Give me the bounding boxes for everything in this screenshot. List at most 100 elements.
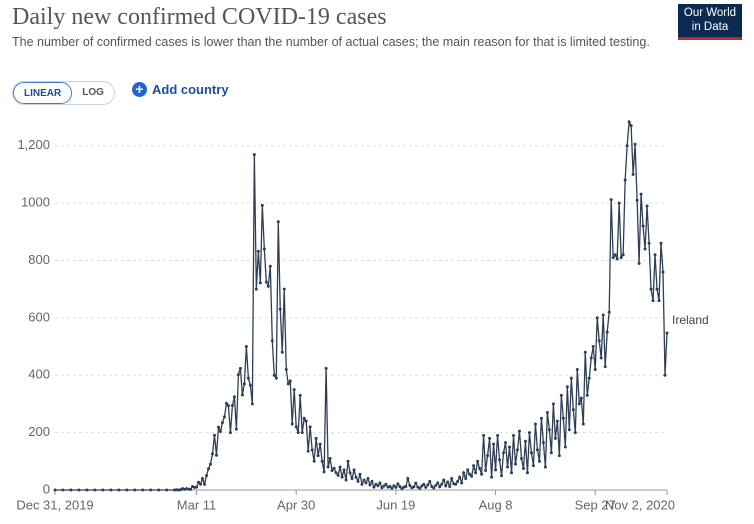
log-button[interactable]: LOG: [82, 87, 104, 98]
data-point: [248, 383, 252, 387]
data-point: [77, 488, 81, 492]
data-point: [326, 465, 330, 469]
data-point: [262, 247, 266, 251]
data-point: [316, 454, 320, 458]
y-tick-label: 1,200: [17, 137, 50, 152]
data-point: [513, 462, 517, 466]
data-point: [310, 448, 314, 452]
data-point: [587, 376, 591, 380]
data-point: [133, 488, 137, 492]
data-point: [418, 486, 422, 490]
data-point: [406, 477, 410, 481]
data-point: [222, 415, 226, 419]
data-point: [635, 198, 639, 202]
data-point: [260, 203, 264, 207]
data-point: [141, 488, 145, 492]
y-tick-label: 200: [28, 424, 50, 439]
y-tick-label: 0: [43, 481, 50, 496]
data-point: [306, 449, 310, 453]
data-point: [631, 172, 635, 176]
data-point: [348, 471, 352, 475]
data-point: [529, 451, 533, 455]
data-point: [549, 451, 553, 455]
data-point: [288, 379, 292, 383]
data-point: [336, 473, 340, 477]
data-point: [338, 465, 342, 469]
data-point: [356, 479, 360, 483]
data-point: [274, 376, 278, 380]
data-point: [264, 280, 268, 284]
data-point: [519, 456, 523, 460]
data-point: [478, 466, 482, 470]
data-point: [456, 479, 460, 483]
data-point: [655, 287, 659, 291]
data-point: [208, 462, 212, 466]
data-point: [494, 468, 498, 472]
data-point: [609, 198, 613, 202]
data-point: [597, 339, 601, 343]
data-point: [613, 253, 617, 257]
data-point: [633, 142, 637, 146]
x-tick-label: Nov 2, 2020: [605, 497, 675, 512]
data-point: [541, 441, 545, 445]
data-point: [436, 481, 440, 485]
data-point: [412, 485, 416, 489]
data-point: [332, 466, 336, 470]
data-point: [276, 220, 280, 224]
data-point: [659, 241, 663, 245]
data-point: [380, 486, 384, 490]
data-point: [575, 367, 579, 371]
data-point: [368, 483, 372, 487]
data-point: [559, 393, 563, 397]
data-point: [334, 471, 338, 475]
data-point: [125, 488, 129, 492]
data-point: [641, 224, 645, 228]
data-point: [376, 484, 380, 488]
data-point: [547, 428, 551, 432]
data-point: [454, 482, 458, 486]
data-point: [615, 257, 619, 261]
data-point: [565, 385, 569, 389]
data-point: [280, 350, 284, 354]
chart-subtitle: The number of confirmed cases is lower t…: [12, 35, 650, 49]
data-point: [460, 481, 464, 485]
data-point: [284, 367, 288, 371]
x-tick-label: Apr 30: [277, 497, 315, 512]
data-point: [189, 487, 193, 491]
data-point: [577, 402, 581, 406]
data-point: [318, 442, 322, 446]
scale-toggle: LINEAR LOG: [12, 81, 115, 105]
data-point: [210, 452, 214, 456]
data-point: [422, 482, 426, 486]
x-tick-label: Dec 31, 2019: [16, 497, 93, 512]
plus-icon: +: [132, 82, 147, 97]
data-point: [504, 441, 508, 445]
data-point: [551, 402, 555, 406]
add-country-button[interactable]: + Add country: [132, 82, 229, 97]
y-tick-label: 400: [28, 367, 50, 382]
data-point: [496, 433, 500, 437]
data-point: [661, 270, 665, 274]
data-point: [517, 429, 521, 433]
data-point: [312, 459, 316, 463]
data-point: [322, 470, 326, 474]
data-point: [486, 454, 490, 458]
linear-button[interactable]: LINEAR: [13, 82, 73, 104]
data-point: [203, 482, 207, 486]
data-point: [605, 330, 609, 334]
data-point: [324, 366, 328, 370]
data-point: [300, 431, 304, 435]
data-point: [653, 253, 657, 257]
data-point: [266, 284, 270, 288]
logo[interactable]: Our World in Data: [678, 4, 742, 40]
data-point: [537, 459, 541, 463]
data-point: [408, 483, 412, 487]
data-point: [521, 466, 525, 470]
data-point: [595, 316, 599, 320]
data-point: [282, 287, 286, 291]
data-point: [569, 376, 573, 380]
data-point: [625, 144, 629, 148]
data-point: [440, 482, 444, 486]
data-point: [201, 477, 205, 481]
data-point: [500, 474, 504, 478]
